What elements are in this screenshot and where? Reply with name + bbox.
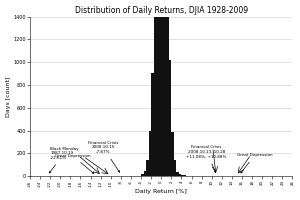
Bar <box>146 160 148 176</box>
Bar <box>176 172 179 176</box>
Bar <box>154 0 156 176</box>
Bar <box>156 0 159 176</box>
Title: Distribution of Daily Returns, DJIA 1928-2009: Distribution of Daily Returns, DJIA 1928… <box>75 6 248 15</box>
Bar <box>166 0 169 176</box>
Text: Great Depression: Great Depression <box>237 153 272 173</box>
Bar <box>161 0 164 176</box>
Text: Great Depression: Great Depression <box>55 154 94 173</box>
Bar <box>169 60 171 176</box>
Bar <box>171 132 174 176</box>
Bar <box>141 174 144 176</box>
Bar <box>164 0 166 176</box>
Bar <box>144 171 146 176</box>
Text: Financial Crisis
2008.10.15
-7.87%: Financial Crisis 2008.10.15 -7.87% <box>88 141 119 172</box>
Y-axis label: Days [count]: Days [count] <box>6 76 10 117</box>
Text: Financial Crisis
2008.10.13, 10.28
+11.08%, +10.88%: Financial Crisis 2008.10.13, 10.28 +11.0… <box>187 145 227 173</box>
X-axis label: Daily Return [%]: Daily Return [%] <box>135 189 187 194</box>
Bar <box>159 0 161 176</box>
Bar <box>184 175 187 176</box>
Bar <box>174 160 176 176</box>
Bar <box>148 131 151 176</box>
Bar <box>179 174 181 176</box>
Text: Black Monday
1987.10.19
-22.61%: Black Monday 1987.10.19 -22.61% <box>49 147 79 173</box>
Bar <box>151 73 154 176</box>
Bar <box>182 175 184 176</box>
